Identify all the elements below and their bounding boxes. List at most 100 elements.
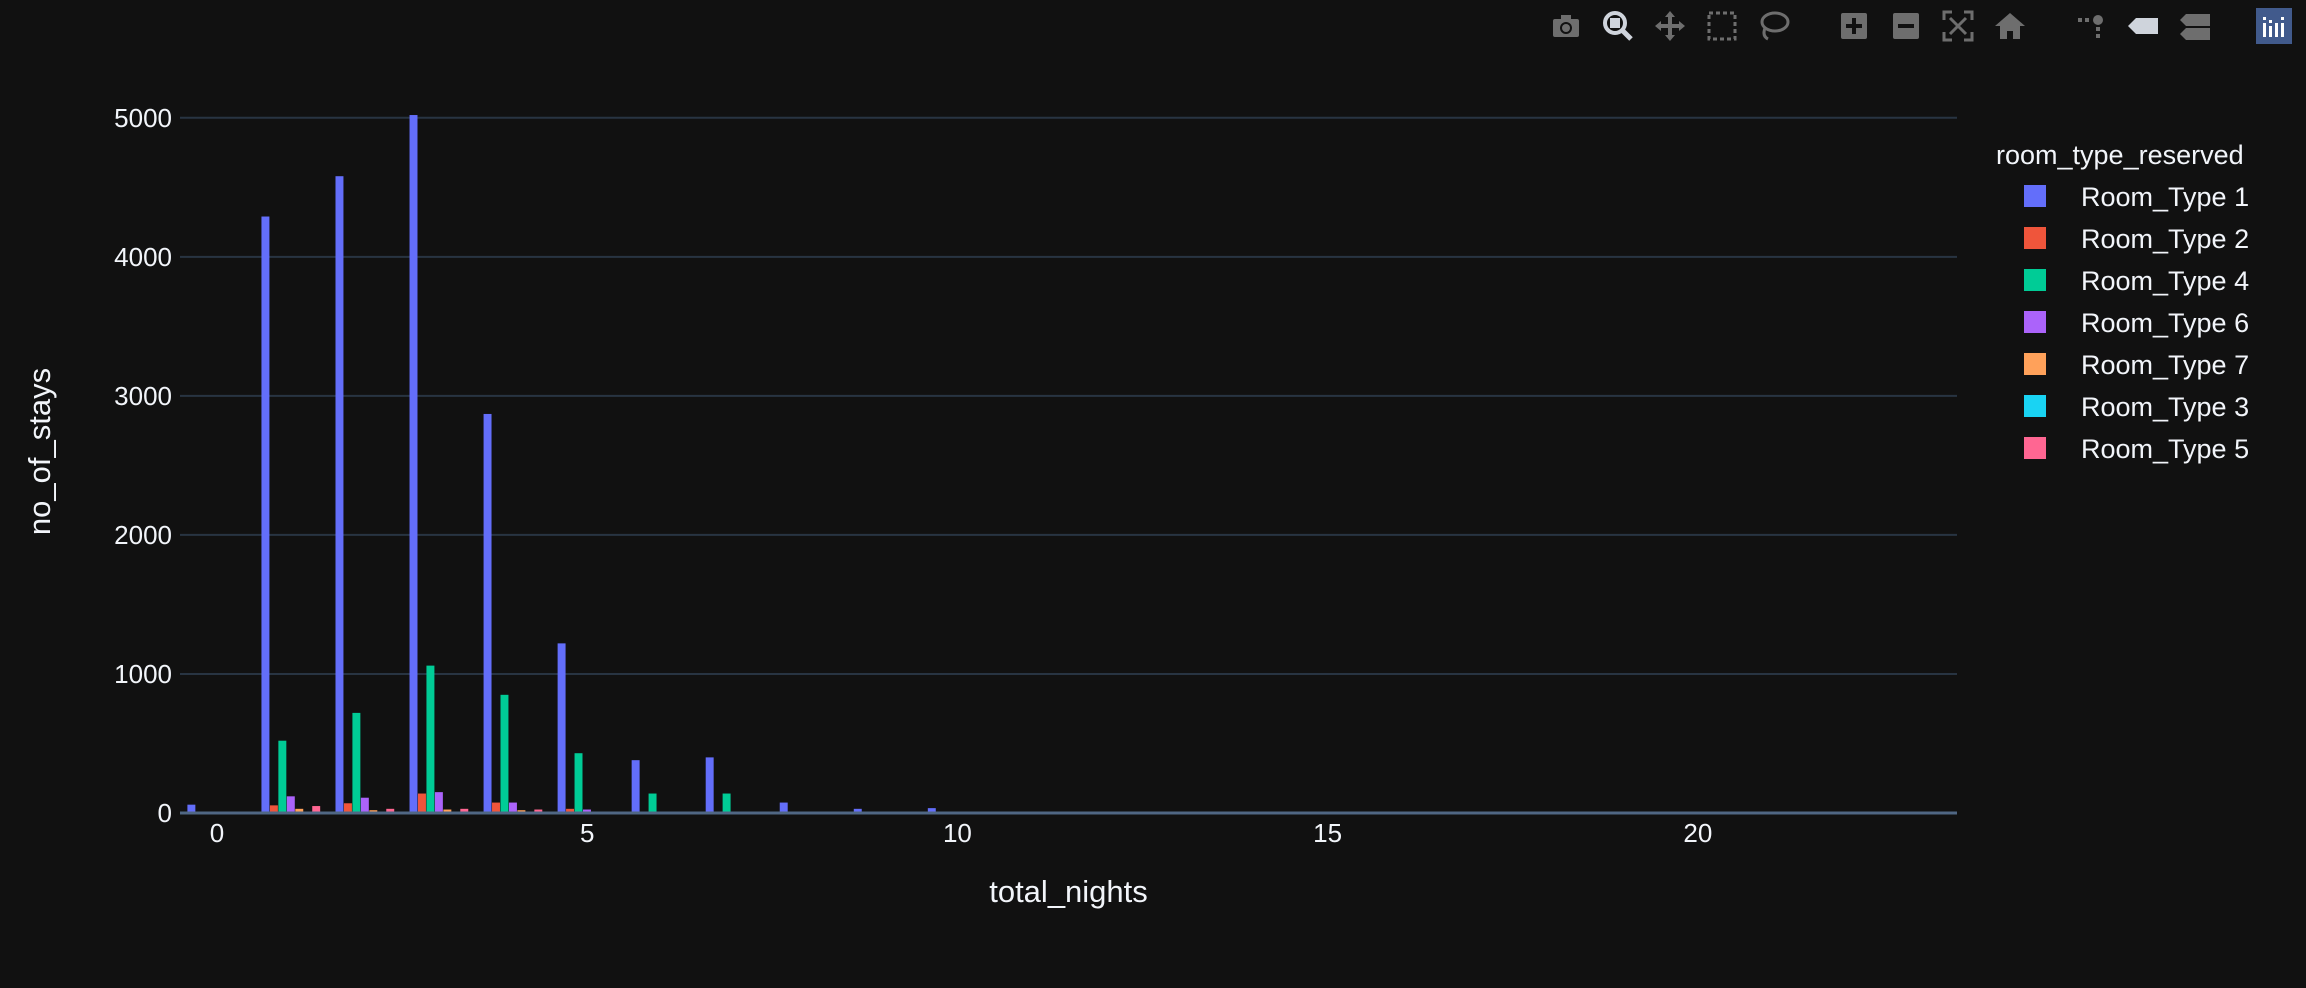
- pan-button[interactable]: [1650, 6, 1690, 46]
- plotly-logo-icon: [2256, 8, 2292, 44]
- bar[interactable]: [261, 216, 270, 813]
- zoom-in-icon: [1841, 13, 1867, 39]
- plotly-logo-button[interactable]: [2254, 6, 2294, 46]
- bar[interactable]: [352, 712, 361, 813]
- gridlines: [180, 116, 1957, 675]
- bar[interactable]: [286, 796, 295, 813]
- bar[interactable]: [295, 808, 304, 813]
- zoom-icon: [1603, 11, 1633, 41]
- legend-label: Room_Type 2: [2081, 224, 2249, 254]
- bar[interactable]: [492, 802, 500, 813]
- bar[interactable]: [557, 643, 566, 813]
- legend-item[interactable]: Room_Type 1: [2024, 182, 2249, 212]
- legend-label: Room_Type 7: [2081, 350, 2249, 380]
- bar[interactable]: [386, 808, 395, 813]
- hover-closest-button[interactable]: [2122, 6, 2162, 46]
- legend-swatch: [2024, 311, 2046, 333]
- bar[interactable]: [583, 809, 591, 813]
- bar[interactable]: [500, 694, 509, 813]
- bar[interactable]: [534, 809, 543, 813]
- bar[interactable]: [269, 805, 278, 813]
- pan-icon: [1655, 11, 1685, 41]
- y-tick-label: 5000: [114, 103, 172, 133]
- legend-swatch: [2024, 353, 2046, 375]
- lasso-select-button[interactable]: [1754, 6, 1794, 46]
- legend-swatch: [2024, 269, 2046, 291]
- y-tick-labels: 0 1000 2000 3000 4000 5000: [114, 103, 172, 828]
- legend-swatch: [2024, 185, 2046, 207]
- modebar-group: [1540, 6, 1800, 46]
- bar[interactable]: [631, 760, 640, 813]
- bar[interactable]: [648, 793, 657, 813]
- legend-item[interactable]: Room_Type 6: [2024, 308, 2249, 338]
- y-axis-title: no_of_stays: [22, 368, 57, 535]
- bar[interactable]: [460, 808, 469, 813]
- bar[interactable]: [927, 808, 936, 813]
- x-tick-label: 5: [580, 818, 594, 848]
- legend-item[interactable]: Room_Type 7: [2024, 350, 2249, 380]
- legend-item[interactable]: Room_Type 3: [2024, 392, 2249, 422]
- lasso-select-icon: [1760, 11, 1790, 41]
- x-tick-label: 20: [1683, 818, 1712, 848]
- legend[interactable]: room_type_reserved Room_Type 1 Room_Type …: [1996, 140, 2249, 464]
- y-tick-label: 3000: [114, 381, 172, 411]
- legend-item[interactable]: Room_Type 4: [2024, 266, 2249, 296]
- bar[interactable]: [335, 176, 344, 813]
- legend-title: room_type_reserved: [1996, 140, 2244, 170]
- bar[interactable]: [312, 806, 321, 813]
- bar[interactable]: [722, 793, 731, 813]
- bars[interactable]: [187, 115, 1916, 813]
- bar[interactable]: [483, 413, 492, 813]
- legend-label: Room_Type 1: [2081, 182, 2249, 212]
- reset-axes-button[interactable]: [1990, 6, 2030, 46]
- hover-compare-icon: [2180, 14, 2210, 40]
- x-tick-label: 15: [1313, 818, 1342, 848]
- spike-lines-icon: [2078, 15, 2103, 38]
- box-select-button[interactable]: [1702, 6, 1742, 46]
- bar[interactable]: [187, 804, 196, 813]
- x-tick-label: 0: [210, 818, 224, 848]
- hover-closest-icon: [2128, 18, 2158, 34]
- zoom-out-icon: [1893, 13, 1919, 39]
- spike-lines-button[interactable]: [2070, 6, 2110, 46]
- bar[interactable]: [278, 740, 287, 813]
- legend-item[interactable]: Room_Type 2: [2024, 224, 2249, 254]
- autoscale-icon: [1942, 10, 1974, 42]
- bar[interactable]: [574, 753, 583, 813]
- bar[interactable]: [343, 803, 352, 813]
- x-tick-label: 10: [943, 818, 972, 848]
- zoom-button[interactable]: [1598, 6, 1638, 46]
- legend-swatch: [2024, 227, 2046, 249]
- zoom-in-button[interactable]: [1834, 6, 1874, 46]
- bar[interactable]: [360, 797, 369, 813]
- bar[interactable]: [417, 793, 426, 813]
- legend-label: Room_Type 5: [2081, 434, 2249, 464]
- modebar-group: [2064, 6, 2220, 46]
- legend-swatch: [2024, 395, 2046, 417]
- zoom-out-button[interactable]: [1886, 6, 1926, 46]
- y-tick-label: 2000: [114, 520, 172, 550]
- y-tick-label: 1000: [114, 659, 172, 689]
- legend-label: Room_Type 4: [2081, 266, 2249, 296]
- legend-swatch: [2024, 437, 2046, 459]
- bar[interactable]: [779, 802, 788, 813]
- bar[interactable]: [434, 792, 443, 813]
- autoscale-button[interactable]: [1938, 6, 1978, 46]
- hover-compare-button[interactable]: [2174, 6, 2214, 46]
- modebar: [1512, 6, 2300, 46]
- bar[interactable]: [426, 665, 435, 813]
- x-axis-title: total_nights: [989, 874, 1148, 909]
- legend-label: Room_Type 6: [2081, 308, 2249, 338]
- camera-button[interactable]: [1546, 6, 1586, 46]
- bar[interactable]: [443, 809, 452, 813]
- bar[interactable]: [705, 757, 714, 813]
- camera-icon: [1553, 15, 1579, 37]
- reset-axes-icon: [1995, 13, 2025, 39]
- bar[interactable]: [508, 802, 517, 813]
- bar[interactable]: [853, 808, 862, 813]
- modebar-group: [2248, 6, 2300, 46]
- bar[interactable]: [409, 115, 418, 813]
- legend-item[interactable]: Room_Type 5: [2024, 434, 2249, 464]
- bar[interactable]: [566, 808, 575, 813]
